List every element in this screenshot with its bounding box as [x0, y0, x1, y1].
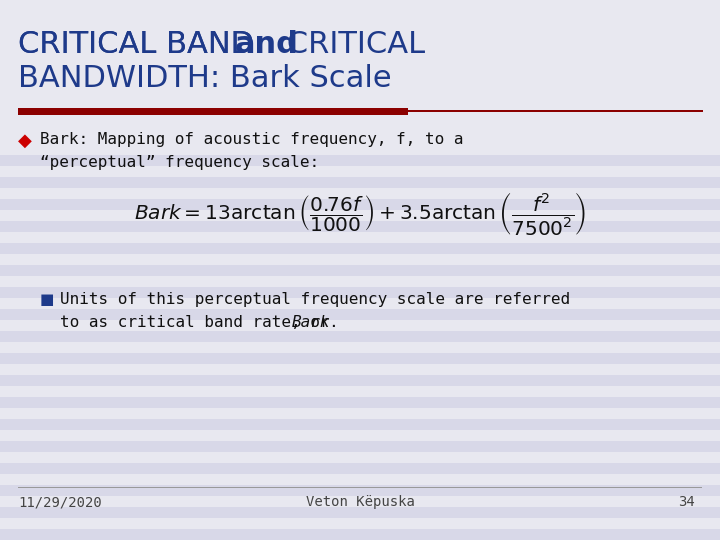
- Bar: [0, 298, 720, 309]
- Text: Bark: Mapping of acoustic frequency, f, to a: Bark: Mapping of acoustic frequency, f, …: [40, 132, 464, 147]
- Bar: [0, 353, 720, 364]
- Text: “perceptual” frequency scale:: “perceptual” frequency scale:: [40, 155, 319, 170]
- Bar: [0, 34, 720, 45]
- Bar: [0, 408, 720, 419]
- Bar: [0, 122, 720, 133]
- Bar: [0, 89, 720, 100]
- Bar: [0, 144, 720, 155]
- Text: 11/29/2020: 11/29/2020: [18, 495, 102, 509]
- Text: to as critical band rate, or: to as critical band rate, or: [60, 315, 339, 330]
- Text: .: .: [328, 315, 338, 330]
- Bar: [0, 518, 720, 529]
- Text: CRITICAL: CRITICAL: [277, 30, 425, 59]
- Text: Bark: Bark: [292, 315, 330, 330]
- Bar: [0, 111, 720, 122]
- Bar: [0, 342, 720, 353]
- Bar: [0, 474, 720, 485]
- Bar: [0, 364, 720, 375]
- Bar: [408, 110, 703, 112]
- Bar: [0, 67, 720, 78]
- Bar: [0, 375, 720, 386]
- Bar: [0, 166, 720, 177]
- Bar: [0, 177, 720, 188]
- Bar: [0, 309, 720, 320]
- Text: BANDWIDTH: Bark Scale: BANDWIDTH: Bark Scale: [18, 64, 392, 93]
- Bar: [0, 452, 720, 463]
- Bar: [0, 155, 720, 166]
- Bar: [0, 100, 720, 111]
- Bar: [0, 265, 720, 276]
- Bar: [0, 188, 720, 199]
- Bar: [0, 496, 720, 507]
- Bar: [0, 23, 720, 34]
- Bar: [0, 419, 720, 430]
- Bar: [0, 12, 720, 23]
- Text: Veton Këpuska: Veton Këpuska: [305, 495, 415, 509]
- Text: CRITICAL BAND: CRITICAL BAND: [18, 30, 264, 59]
- Bar: [0, 507, 720, 518]
- Text: $\mathit{Bark} = 13\arctan\left(\dfrac{0.76f}{1000}\right) + 3.5\arctan\left(\df: $\mathit{Bark} = 13\arctan\left(\dfrac{0…: [134, 190, 586, 237]
- Bar: [0, 386, 720, 397]
- Bar: [18, 108, 408, 115]
- Bar: [0, 463, 720, 474]
- Text: CRITICAL BAND: CRITICAL BAND: [18, 30, 264, 59]
- Bar: [0, 0, 720, 1]
- Bar: [0, 254, 720, 265]
- Bar: [0, 485, 720, 496]
- Text: and: and: [235, 30, 299, 59]
- Bar: [0, 210, 720, 221]
- Text: Units of this perceptual frequency scale are referred: Units of this perceptual frequency scale…: [60, 292, 570, 307]
- Bar: [0, 287, 720, 298]
- Bar: [0, 232, 720, 243]
- Bar: [0, 0, 720, 150]
- Bar: [0, 397, 720, 408]
- Bar: [0, 276, 720, 287]
- Bar: [0, 133, 720, 144]
- Text: CRITICAL BAND: CRITICAL BAND: [18, 30, 264, 59]
- Text: 34: 34: [678, 495, 695, 509]
- Bar: [0, 243, 720, 254]
- Bar: [0, 199, 720, 210]
- Bar: [0, 430, 720, 441]
- Bar: [0, 441, 720, 452]
- Bar: [0, 221, 720, 232]
- Bar: [0, 320, 720, 331]
- Bar: [0, 1, 720, 12]
- Text: ■: ■: [40, 292, 55, 307]
- Bar: [0, 331, 720, 342]
- Bar: [0, 78, 720, 89]
- Bar: [0, 45, 720, 56]
- Bar: [18, 487, 702, 488]
- Text: ◆: ◆: [18, 132, 32, 150]
- Bar: [0, 56, 720, 67]
- Bar: [0, 529, 720, 540]
